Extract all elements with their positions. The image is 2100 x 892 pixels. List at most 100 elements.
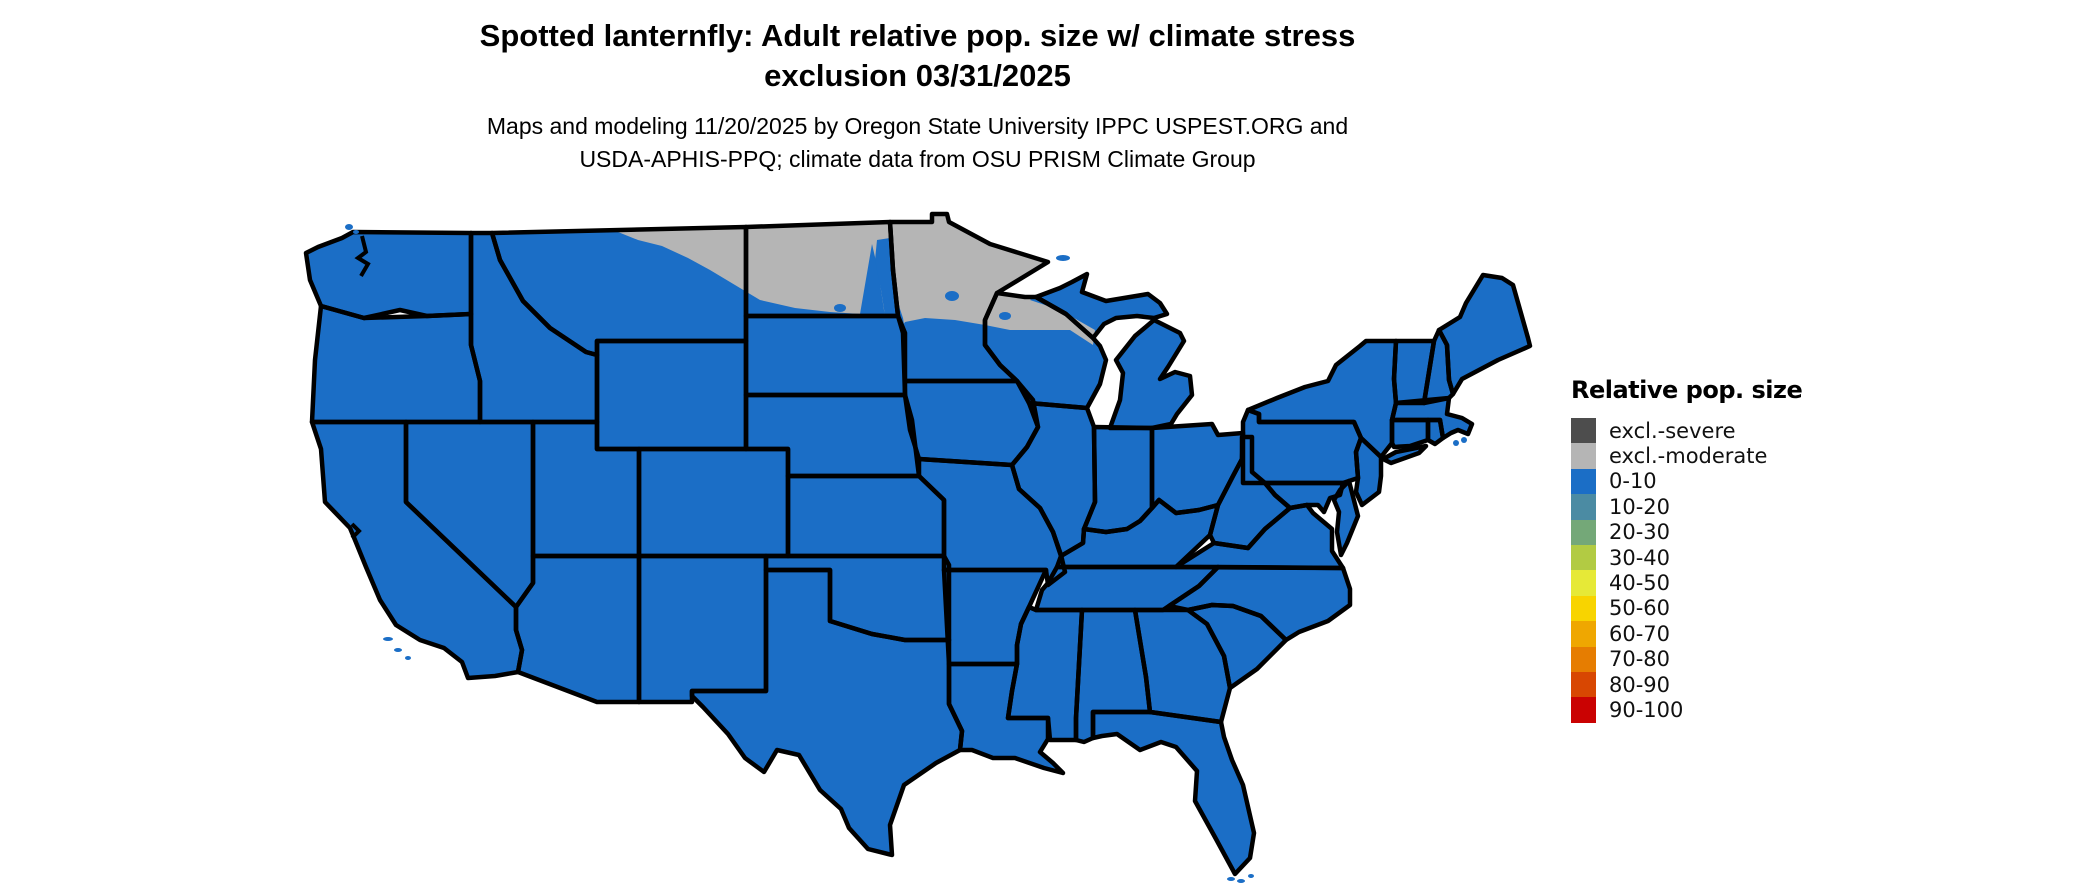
- state-ca-fill: [312, 422, 522, 678]
- san-francisco-bay-detail: [350, 522, 362, 540]
- island: [353, 230, 359, 234]
- legend-swatch: [1571, 697, 1596, 723]
- state-nc-fill: [1169, 567, 1350, 640]
- state-mt-fill: [492, 227, 746, 355]
- state-nm-fill: [639, 556, 766, 702]
- legend-swatch: [1571, 671, 1596, 698]
- state-vt-fill: [1394, 341, 1434, 403]
- legend-label: 20-30: [1609, 520, 1671, 545]
- land-patch: [834, 304, 846, 312]
- state-ut-fill: [533, 422, 639, 556]
- land-patch: [945, 291, 959, 301]
- state-borders-layer: [303, 211, 1533, 877]
- state-tx-border: [689, 567, 965, 858]
- map-subtitle-line1: Maps and modeling 11/20/2025 by Oregon S…: [486, 113, 1349, 139]
- state-nj-fill: [1356, 438, 1381, 505]
- state-me-border: [1436, 272, 1533, 397]
- land-patch: [999, 312, 1011, 320]
- legend-item: 0-10: [1571, 468, 1891, 495]
- legend-label: 40-50: [1609, 571, 1671, 596]
- state-ia-fill: [905, 381, 1038, 465]
- legend-label: excl.-severe: [1609, 418, 1736, 443]
- state-wy-fill: [597, 341, 746, 449]
- legend-item: 70-80: [1571, 646, 1891, 672]
- legend-swatch: [1571, 570, 1596, 596]
- state-nv-fill: [406, 422, 533, 607]
- island: [1237, 879, 1245, 883]
- state-inn-fill: [1084, 427, 1152, 532]
- puget-sound-detail: [354, 235, 371, 278]
- legend-swatch: [1571, 494, 1596, 520]
- state-nc-border: [1166, 564, 1353, 643]
- state-ms-fill: [1008, 607, 1082, 740]
- state-sc-fill: [1188, 605, 1286, 688]
- state-nj-border: [1353, 435, 1384, 508]
- legend-swatch: [1571, 468, 1596, 495]
- state-tn-fill: [1036, 567, 1218, 610]
- legend-swatch: [1571, 646, 1596, 672]
- legend-item: 10-20: [1571, 494, 1891, 520]
- legend-label: 50-60: [1609, 596, 1671, 621]
- state-ks-fill: [788, 476, 944, 556]
- legend-swatch: [1571, 621, 1596, 647]
- island: [1461, 437, 1467, 443]
- legend-title: Relative pop. size: [1571, 376, 1803, 404]
- state-co-fill: [639, 449, 788, 556]
- legend-item: excl.-moderate: [1571, 443, 1891, 469]
- island: [405, 656, 411, 660]
- legend-label: 80-90: [1609, 672, 1671, 697]
- legend-item: 20-30: [1571, 519, 1891, 545]
- legend-item: 40-50: [1571, 570, 1891, 596]
- legend-label: excl.-moderate: [1609, 444, 1768, 469]
- state-wa-fill: [306, 232, 471, 318]
- legend-swatch: [1571, 595, 1596, 622]
- state-wa-border: [303, 229, 474, 321]
- map-title: Spotted lanternfly: Adult relative pop. …: [0, 16, 1835, 96]
- state-al-fill: [1076, 610, 1150, 742]
- legend-label: 60-70: [1609, 621, 1671, 646]
- map-subtitle-line2: USDA-APHIS-PPQ; climate data from OSU PR…: [579, 146, 1256, 172]
- island: [394, 648, 402, 652]
- legend-label: 0-10: [1609, 469, 1657, 494]
- map-title-line2: exclusion 03/31/2025: [764, 58, 1071, 93]
- legend-item: 90-100: [1571, 697, 1891, 723]
- legend-label: 10-20: [1609, 494, 1671, 519]
- island: [1453, 440, 1459, 446]
- legend-item: excl.-severe: [1571, 418, 1891, 444]
- state-ct-fill: [1392, 420, 1428, 447]
- state-wv-fill: [1210, 437, 1290, 548]
- state-ky-border: [1054, 497, 1221, 570]
- state-il-fill: [1012, 403, 1095, 556]
- state-sd-fill: [746, 316, 905, 395]
- island: [345, 224, 353, 230]
- islands-layer: [345, 224, 1467, 883]
- state-fl-border: [1090, 709, 1257, 877]
- map-subtitle: Maps and modeling 11/20/2025 by Oregon S…: [0, 110, 1835, 176]
- legend: Relative pop. size excl.-severe excl.-mod…: [1571, 376, 1891, 723]
- legend-swatch: [1571, 443, 1596, 469]
- legend-item: 60-70: [1571, 621, 1891, 647]
- state-mimit-fill: [1110, 320, 1192, 428]
- state-mo-fill: [919, 459, 1065, 585]
- state-pa-fill: [1243, 410, 1361, 483]
- legend-item: 50-60: [1571, 595, 1891, 622]
- state-id-fill: [471, 233, 597, 422]
- state-miup-border: [1033, 271, 1170, 341]
- state-ma-border: [1389, 395, 1475, 441]
- legend-swatch: [1571, 544, 1596, 571]
- state-tx-fill: [692, 570, 962, 855]
- island: [383, 637, 393, 641]
- state-ga-fill: [1135, 610, 1230, 722]
- state-ok-fill: [766, 556, 949, 640]
- legend-swatch: [1571, 519, 1596, 545]
- state-or-fill: [312, 306, 480, 422]
- state-mimit-border: [1107, 317, 1195, 431]
- state-oh-fill: [1152, 424, 1243, 513]
- island: [1248, 874, 1254, 878]
- state-delmarva-border: [1331, 478, 1361, 558]
- state-md-fill: [1265, 483, 1343, 512]
- state-miup-fill: [1036, 274, 1167, 338]
- state-me-fill: [1439, 275, 1530, 394]
